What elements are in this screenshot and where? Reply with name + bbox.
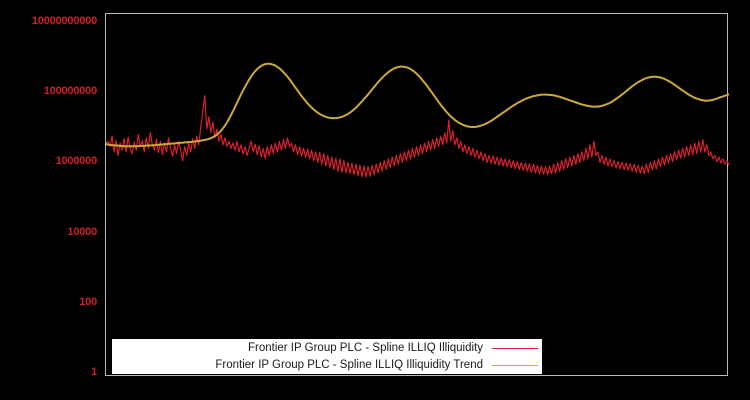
legend-entry[interactable]: Frontier IP Group PLC - Spline ILLIQ Ill…: [112, 339, 542, 356]
y-axis-tick-label: 100: [79, 295, 97, 308]
chart-legend: Frontier IP Group PLC - Spline ILLIQ Ill…: [112, 339, 542, 374]
plot-svg: [106, 14, 729, 377]
y-axis-tick-label: 1000000: [55, 155, 98, 168]
y-axis-tick-label: 10000: [67, 225, 97, 238]
legend-color-swatch: [492, 360, 538, 370]
legend-entry-label: Frontier IP Group PLC - Spline ILLIQ Ill…: [247, 341, 483, 354]
series-illiquidity-trend-line: [106, 64, 729, 146]
legend-entry-label: Frontier IP Group PLC - Spline ILLIQ Ill…: [215, 358, 483, 371]
plot-area: [105, 13, 728, 376]
legend-entry[interactable]: Frontier IP Group PLC - Spline ILLIQ Ill…: [112, 356, 542, 373]
y-axis-tick-label: 1: [91, 366, 97, 378]
series-illiquidity-line: [106, 96, 729, 177]
y-axis-tick-label: 100000000: [43, 85, 97, 98]
y-axis: 10000000000 100000000 1000000 10000 100 1: [0, 0, 105, 400]
y-axis-tick-label: 10000000000: [31, 15, 97, 27]
legend-color-swatch: [492, 343, 538, 353]
